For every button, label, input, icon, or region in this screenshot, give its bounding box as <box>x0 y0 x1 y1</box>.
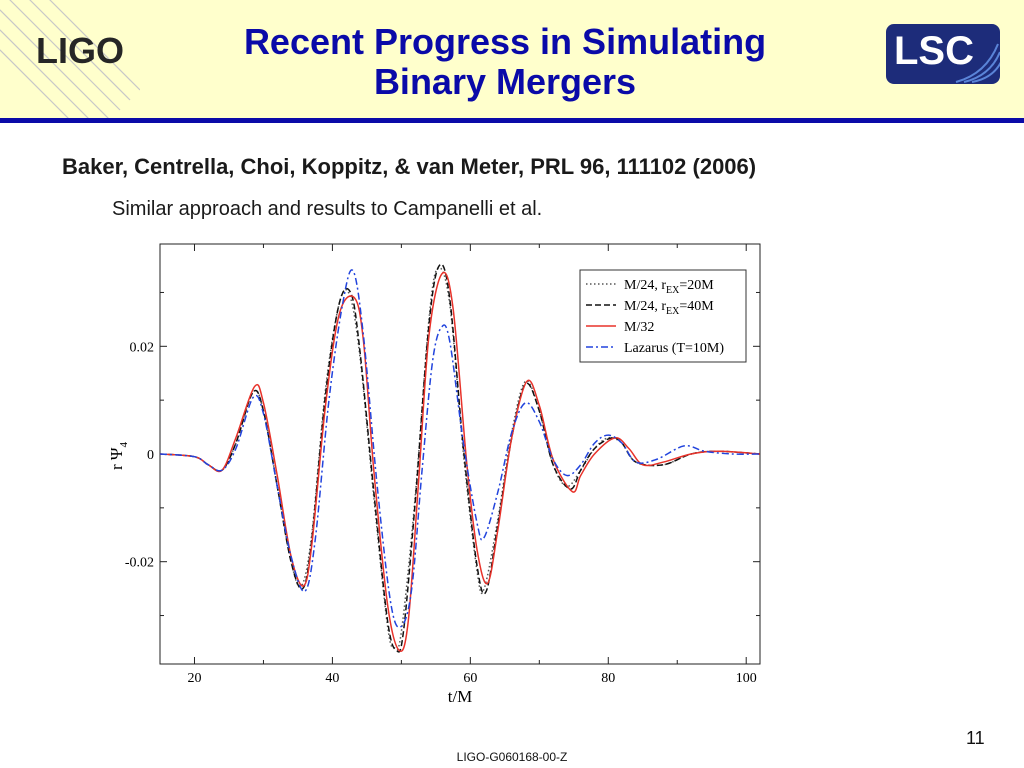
series-line-2 <box>159 263 761 653</box>
page-title: Recent Progress in Simulating Binary Mer… <box>180 22 830 102</box>
series-line-4 <box>159 269 761 629</box>
title-line-1: Recent Progress in Simulating <box>243 21 767 62</box>
y-tick-label: 0 <box>147 448 154 463</box>
y-axis-label-main: r Ψ <box>107 447 126 470</box>
slide-number: 11 <box>966 728 985 748</box>
citation: Baker, Centrella, Choi, Koppitz, & van M… <box>62 154 757 179</box>
y-axis-label: r Ψ4 <box>107 442 130 470</box>
legend-label: M/32 <box>624 320 654 335</box>
header-rule <box>0 118 1024 123</box>
legend-label: M/24, rEX=40M <box>624 299 714 317</box>
series-line-3 <box>159 271 761 652</box>
x-tick-label: 20 <box>187 671 201 686</box>
lsc-logo-text: LSC <box>894 29 974 73</box>
note-text: Similar approach and results to Campanel… <box>112 198 543 220</box>
document-id: LIGO-G060168-00-Z <box>456 750 568 764</box>
x-axis-label: t/M <box>448 687 473 706</box>
x-tick-label: 100 <box>736 671 757 686</box>
title-line-2: Binary Mergers <box>373 61 637 102</box>
y-tick-label: -0.02 <box>125 556 154 571</box>
lsc-logo: LSC <box>886 24 1000 84</box>
legend-label: Lazarus (T=10M) <box>624 341 724 356</box>
header-band: LIGO Recent Progress in Simulating Binar… <box>0 0 1024 118</box>
y-tick-label: 0.02 <box>130 340 155 355</box>
x-tick-label: 40 <box>325 671 339 686</box>
y-axis-label-sub: 4 <box>118 442 130 448</box>
ligo-logo: LIGO <box>36 30 124 71</box>
x-tick-label: 60 <box>463 671 477 686</box>
waveform-chart: 20 40 60 80 100 -0.02 0 0.02 M/24, rEX=20M M/24,… <box>107 243 761 706</box>
swirl-decoration <box>0 0 140 118</box>
svg-text:r Ψ4: r Ψ4 <box>107 442 130 470</box>
legend-label: M/24, rEX=20M <box>624 278 714 296</box>
x-tick-label: 80 <box>601 671 615 686</box>
